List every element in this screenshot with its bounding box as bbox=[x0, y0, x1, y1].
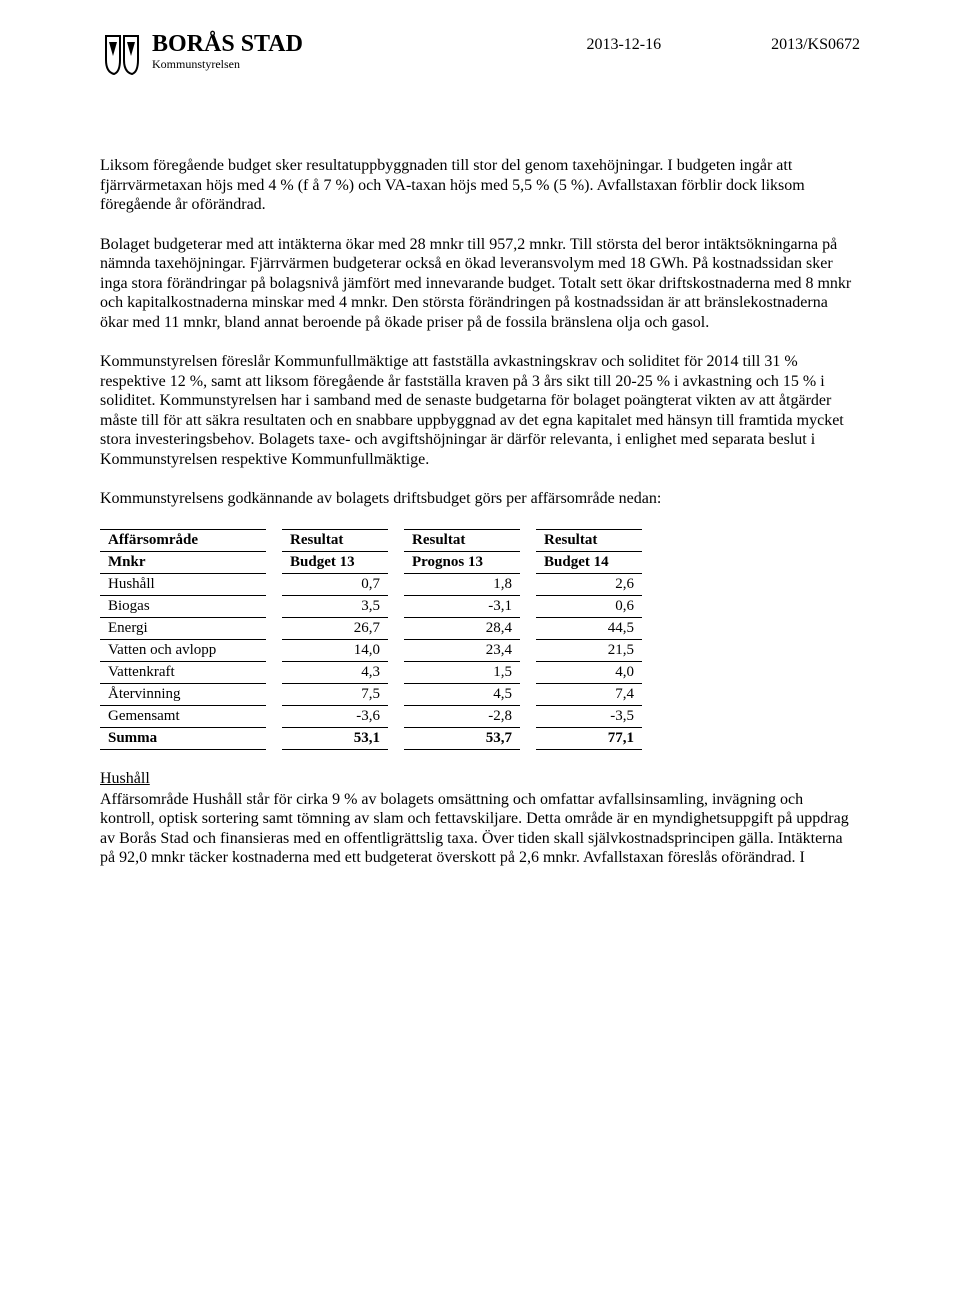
page-header: BORÅS STAD Kommunstyrelsen 2013-12-16 20… bbox=[100, 32, 860, 76]
sum-b14: 77,1 bbox=[536, 727, 642, 749]
document-ref: 2013/KS0672 bbox=[771, 36, 860, 54]
row-p13: -3,1 bbox=[404, 595, 520, 617]
row-b13: 14,0 bbox=[282, 639, 388, 661]
table-row: Hushåll 0,7 1,8 2,6 bbox=[100, 573, 642, 595]
row-label: Energi bbox=[100, 617, 266, 639]
row-b13: 3,5 bbox=[282, 595, 388, 617]
th-b14: Budget 14 bbox=[536, 551, 642, 573]
table-row: Energi 26,7 28,4 44,5 bbox=[100, 617, 642, 639]
row-label: Återvinning bbox=[100, 683, 266, 705]
row-b13: 26,7 bbox=[282, 617, 388, 639]
boras-coat-of-arms-icon bbox=[100, 32, 144, 76]
row-p13: 4,5 bbox=[404, 683, 520, 705]
paragraph-4: Kommunstyrelsens godkännande av bolagets… bbox=[100, 489, 860, 509]
table-body: Hushåll 0,7 1,8 2,6 Biogas 3,5 -3,1 0,6 … bbox=[100, 573, 642, 749]
table-row: Gemensamt -3,6 -2,8 -3,5 bbox=[100, 705, 642, 727]
org-logo-block: BORÅS STAD Kommunstyrelsen bbox=[100, 32, 303, 76]
row-label: Hushåll bbox=[100, 573, 266, 595]
table-row: Biogas 3,5 -3,1 0,6 bbox=[100, 595, 642, 617]
table-row: Vatten och avlopp 14,0 23,4 21,5 bbox=[100, 639, 642, 661]
th-unit: Mnkr bbox=[100, 551, 266, 573]
row-p13: 1,5 bbox=[404, 661, 520, 683]
th-area: Affärsområde bbox=[100, 529, 266, 551]
org-name-block: BORÅS STAD Kommunstyrelsen bbox=[152, 32, 303, 70]
row-b14: 21,5 bbox=[536, 639, 642, 661]
paragraph-3: Kommunstyrelsen föreslår Kommunfullmäkti… bbox=[100, 352, 860, 469]
row-b14: 44,5 bbox=[536, 617, 642, 639]
row-p13: 28,4 bbox=[404, 617, 520, 639]
row-p13: 1,8 bbox=[404, 573, 520, 595]
row-b13: -3,6 bbox=[282, 705, 388, 727]
row-b13: 4,3 bbox=[282, 661, 388, 683]
th-res-3: Resultat bbox=[536, 529, 642, 551]
document-page: BORÅS STAD Kommunstyrelsen 2013-12-16 20… bbox=[0, 0, 960, 908]
row-b13: 0,7 bbox=[282, 573, 388, 595]
th-b13: Budget 13 bbox=[282, 551, 388, 573]
section-title-hushall: Hushåll bbox=[100, 770, 860, 788]
row-p13: -2,8 bbox=[404, 705, 520, 727]
table-row: Återvinning 7,5 4,5 7,4 bbox=[100, 683, 642, 705]
document-date: 2013-12-16 bbox=[586, 36, 661, 54]
paragraph-2: Bolaget budgeterar med att intäkterna ök… bbox=[100, 235, 860, 333]
row-b14: 7,4 bbox=[536, 683, 642, 705]
table-row: Vattenkraft 4,3 1,5 4,0 bbox=[100, 661, 642, 683]
row-b14: 2,6 bbox=[536, 573, 642, 595]
sum-b13: 53,1 bbox=[282, 727, 388, 749]
row-label: Biogas bbox=[100, 595, 266, 617]
sum-p13: 53,7 bbox=[404, 727, 520, 749]
sum-label: Summa bbox=[100, 727, 266, 749]
row-p13: 23,4 bbox=[404, 639, 520, 661]
row-b14: 0,6 bbox=[536, 595, 642, 617]
section-text-hushall: Affärsområde Hushåll står för cirka 9 % … bbox=[100, 790, 860, 868]
header-meta: 2013-12-16 2013/KS0672 bbox=[586, 32, 860, 54]
table-header-row-1: Affärsområde Resultat Resultat Resultat bbox=[100, 529, 642, 551]
row-b14: 4,0 bbox=[536, 661, 642, 683]
th-res-1: Resultat bbox=[282, 529, 388, 551]
th-p13: Prognos 13 bbox=[404, 551, 520, 573]
row-label: Gemensamt bbox=[100, 705, 266, 727]
org-subunit: Kommunstyrelsen bbox=[152, 58, 303, 70]
row-b13: 7,5 bbox=[282, 683, 388, 705]
th-res-2: Resultat bbox=[404, 529, 520, 551]
row-label: Vatten och avlopp bbox=[100, 639, 266, 661]
table-sum-row: Summa 53,1 53,7 77,1 bbox=[100, 727, 642, 749]
row-b14: -3,5 bbox=[536, 705, 642, 727]
budget-table: Affärsområde Resultat Resultat Resultat … bbox=[100, 529, 642, 750]
table-header-row-2: Mnkr Budget 13 Prognos 13 Budget 14 bbox=[100, 551, 642, 573]
row-label: Vattenkraft bbox=[100, 661, 266, 683]
paragraph-1: Liksom föregående budget sker resultatup… bbox=[100, 156, 860, 215]
org-name: BORÅS STAD bbox=[152, 32, 303, 56]
